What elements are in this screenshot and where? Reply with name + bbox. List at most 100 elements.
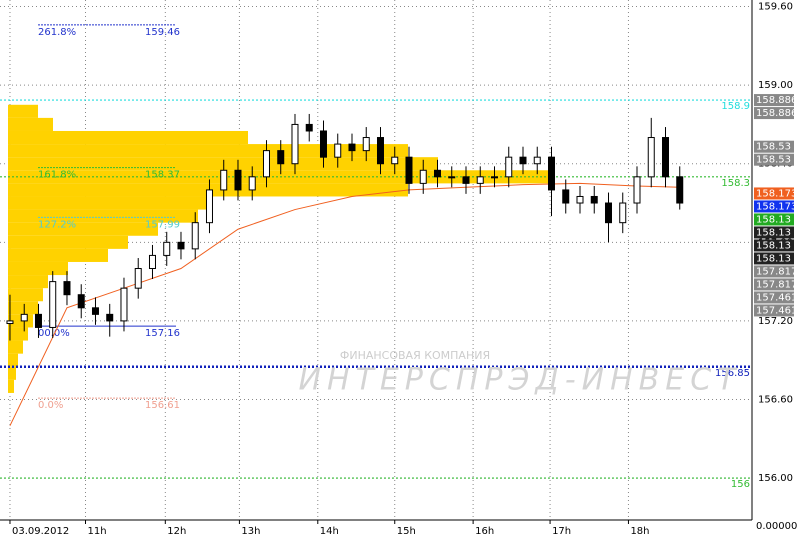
profile-bar bbox=[8, 301, 38, 315]
candle-body bbox=[106, 313, 114, 322]
x-tick-label: 16h bbox=[475, 526, 494, 537]
fib-label: 0.0% bbox=[38, 400, 63, 411]
price-label: 157.817 bbox=[756, 266, 797, 277]
candle-body bbox=[590, 195, 598, 204]
candle-body bbox=[462, 176, 470, 184]
price-label-box bbox=[754, 239, 794, 252]
fib-label: 127.2% bbox=[38, 219, 76, 230]
price-label: 157.461 bbox=[756, 305, 797, 316]
candle-body bbox=[633, 176, 641, 204]
profile-bar bbox=[8, 104, 38, 118]
candle-body bbox=[291, 123, 299, 165]
price-label: 158.173 bbox=[756, 188, 797, 199]
candle-body bbox=[391, 156, 399, 165]
candle-body bbox=[676, 176, 684, 204]
price-label: 158.13 bbox=[756, 240, 791, 251]
candle-body bbox=[205, 189, 213, 224]
level-label: 158.9 bbox=[721, 101, 750, 112]
fib-price: 157.99 bbox=[145, 219, 180, 230]
watermark-main: ИНТЕРСПРЭД-ИНВЕСТ bbox=[299, 363, 742, 398]
candle-body bbox=[362, 137, 370, 152]
candle-body bbox=[519, 156, 527, 165]
candle-body bbox=[177, 241, 185, 250]
profile-bar bbox=[8, 157, 438, 171]
fib-label: 161.8% bbox=[38, 170, 76, 181]
candle-body bbox=[262, 150, 270, 178]
fib-price: 156.61 bbox=[145, 400, 180, 411]
candle-body bbox=[562, 189, 570, 204]
profile-bar bbox=[8, 353, 18, 367]
fib-price: 157.16 bbox=[145, 328, 180, 339]
candle-body bbox=[77, 294, 85, 309]
watermark-top: ФИНАНСОВАЯ КОМПАНИЯ bbox=[340, 349, 490, 362]
candle-body bbox=[490, 176, 498, 179]
price-label: 158.53 bbox=[756, 155, 791, 166]
x-tick-label: 15h bbox=[397, 526, 416, 537]
price-label-box bbox=[754, 140, 794, 153]
candle-body bbox=[505, 156, 513, 178]
candle-body bbox=[433, 169, 441, 178]
candle-body bbox=[49, 281, 57, 328]
price-label: 158.13 bbox=[756, 214, 791, 225]
profile-bar bbox=[8, 209, 198, 223]
candle-body bbox=[163, 241, 171, 256]
profile-bar bbox=[8, 275, 48, 289]
candle-body bbox=[248, 176, 256, 191]
price-label: 158.13 bbox=[756, 227, 791, 238]
x-tick-label: 11h bbox=[88, 526, 107, 537]
x-tick-label: 13h bbox=[241, 526, 260, 537]
profile-bar bbox=[8, 222, 158, 236]
candle-body bbox=[277, 150, 285, 165]
candle-body bbox=[34, 313, 42, 328]
price-label: 158.53 bbox=[756, 142, 791, 153]
price-label-box bbox=[754, 291, 794, 304]
candle-body bbox=[405, 156, 413, 184]
profile-bar bbox=[8, 235, 128, 249]
profile-bar bbox=[8, 144, 408, 158]
profile-bar bbox=[8, 117, 53, 131]
level-label: 156 bbox=[731, 479, 750, 490]
candle-body bbox=[220, 169, 228, 191]
y-tick-label: 156.60 bbox=[758, 394, 793, 405]
candle-body bbox=[20, 313, 28, 322]
candle-body bbox=[376, 137, 384, 165]
candle-body bbox=[619, 202, 627, 224]
profile-bar bbox=[8, 130, 248, 145]
x-tick-label: 03.09.2012 bbox=[12, 526, 69, 537]
candle-body bbox=[547, 156, 555, 191]
profile-bar bbox=[8, 379, 14, 393]
price-label: 158.173 bbox=[756, 201, 797, 212]
price-label-box bbox=[754, 187, 794, 200]
profile-bar bbox=[8, 288, 43, 302]
profile-bar bbox=[8, 261, 68, 276]
profile-bar bbox=[8, 366, 16, 380]
profile-bar bbox=[8, 248, 108, 262]
candle-body bbox=[63, 281, 71, 296]
fib-label: 00.0% bbox=[38, 328, 70, 339]
candle-body bbox=[448, 176, 456, 179]
y-tick-label: 157.20 bbox=[758, 316, 793, 327]
candle-body bbox=[6, 320, 14, 325]
x-tick-label: 18h bbox=[630, 526, 649, 537]
candle-body bbox=[647, 137, 655, 178]
price-label: 158.886 bbox=[756, 95, 797, 106]
price-label: 158.886 bbox=[756, 108, 797, 119]
price-label: 157.461 bbox=[756, 292, 797, 303]
candle-body bbox=[419, 169, 427, 184]
price-label: 158.13 bbox=[756, 253, 791, 264]
candle-body bbox=[305, 123, 313, 132]
candle-body bbox=[334, 143, 342, 158]
x-tick-label: 12h bbox=[167, 526, 186, 537]
profile-bar bbox=[8, 340, 23, 354]
candle-body bbox=[576, 195, 584, 204]
x-tick-label: 14h bbox=[320, 526, 339, 537]
price-label-box bbox=[754, 265, 794, 278]
bottom-label: 0.00000 bbox=[756, 521, 797, 532]
price-label: 157.817 bbox=[756, 279, 797, 290]
price-label-box bbox=[754, 107, 794, 120]
candle-body bbox=[120, 287, 128, 322]
price-label-box bbox=[754, 153, 794, 166]
candle-body bbox=[661, 137, 669, 178]
